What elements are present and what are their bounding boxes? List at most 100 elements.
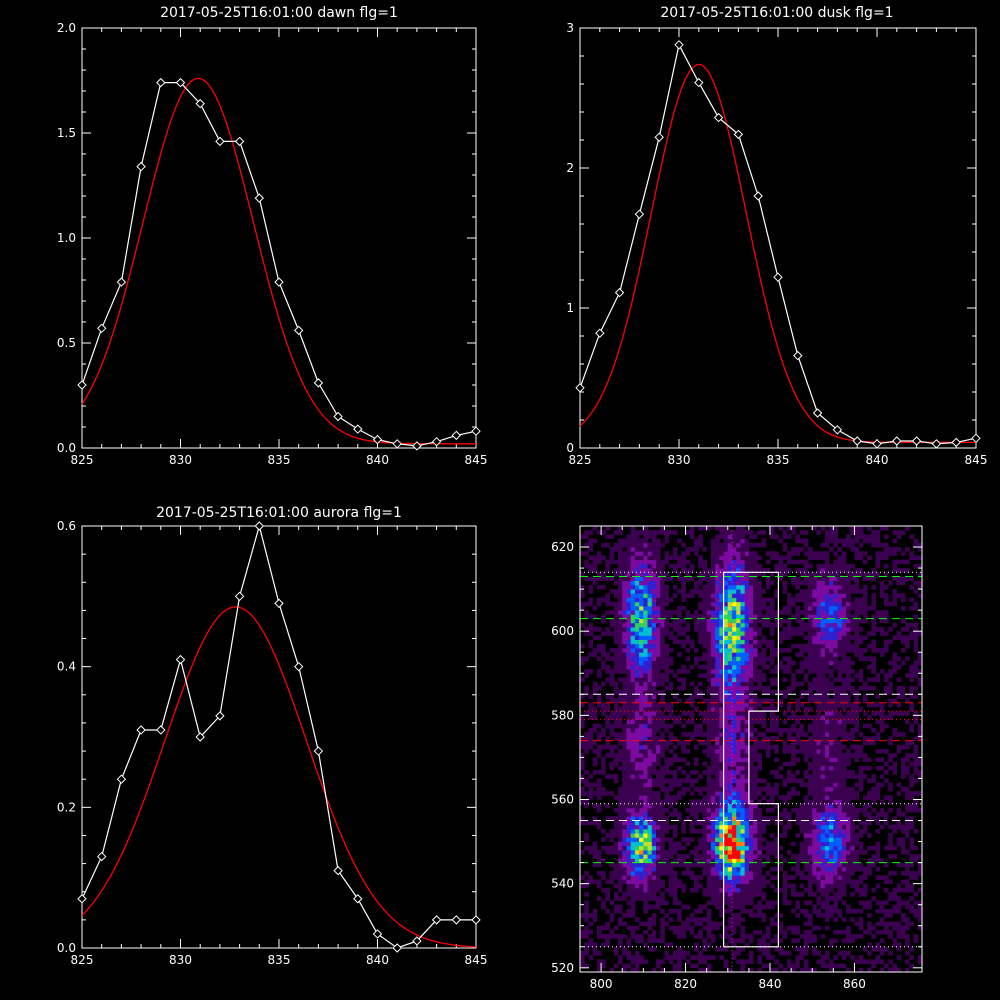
image-pixel xyxy=(786,626,792,632)
image-pixel xyxy=(639,555,644,561)
dusk-data-point xyxy=(832,425,843,435)
image-pixel xyxy=(605,803,610,809)
image-pixel xyxy=(694,879,699,885)
image-pixel xyxy=(829,626,834,632)
dawn-xtick-label: 845 xyxy=(465,453,488,467)
image-pixel xyxy=(744,774,750,779)
image-pixel xyxy=(850,955,855,960)
image-pixel xyxy=(824,706,830,712)
image-pixel xyxy=(710,887,716,893)
image-pixel xyxy=(630,711,636,716)
image-pixel xyxy=(748,828,754,834)
image-pixel xyxy=(841,879,847,885)
image-pixel xyxy=(833,698,838,704)
image-pixel xyxy=(656,681,661,687)
image-pixel xyxy=(824,618,830,624)
image-pixel xyxy=(622,656,627,662)
image-pixel xyxy=(698,589,703,594)
image-pixel xyxy=(820,727,826,733)
image-pixel xyxy=(732,580,737,586)
image-pixel xyxy=(808,669,813,674)
image-pixel xyxy=(715,824,720,830)
image-pixel xyxy=(622,597,627,603)
image-pixel xyxy=(651,816,657,821)
image-pixel xyxy=(719,593,724,598)
image-pixel xyxy=(744,883,750,889)
image-pixel xyxy=(630,883,636,889)
image-pixel xyxy=(656,589,661,594)
image-pixel xyxy=(685,740,691,746)
image-pixel xyxy=(689,929,695,935)
image-pixel xyxy=(846,866,851,872)
image-pixel xyxy=(656,723,661,729)
image-pixel xyxy=(630,635,636,641)
image-pixel xyxy=(630,631,636,636)
image-pixel xyxy=(715,757,720,763)
image-pixel xyxy=(634,542,640,548)
image-pixel xyxy=(846,879,851,885)
image-pixel xyxy=(694,706,699,712)
image-pixel xyxy=(651,643,657,649)
image-pixel xyxy=(812,795,817,800)
image-pixel xyxy=(812,614,817,619)
image-pixel xyxy=(812,744,817,750)
image-pixel xyxy=(643,681,648,687)
image-pixel xyxy=(651,652,657,657)
image-pixel xyxy=(596,669,602,674)
image-pixel xyxy=(824,698,830,704)
image-pixel xyxy=(634,660,640,666)
image-pixel xyxy=(647,795,653,800)
image-pixel xyxy=(816,635,822,641)
image-pixel xyxy=(824,807,830,813)
image-pixel xyxy=(626,610,632,615)
image-pixel xyxy=(660,799,665,805)
image-pixel xyxy=(605,719,610,725)
image-pixel xyxy=(740,946,746,952)
image-pixel xyxy=(698,740,703,746)
image-pixel xyxy=(765,904,771,910)
image-pixel xyxy=(808,934,813,939)
image-pixel xyxy=(808,572,813,577)
image-pixel xyxy=(622,614,627,619)
image-pixel xyxy=(786,875,792,880)
image-pixel xyxy=(618,837,623,842)
image-pixel xyxy=(639,652,644,657)
image-pixel xyxy=(761,942,767,948)
image-pixel xyxy=(677,719,682,725)
image-pixel xyxy=(626,900,632,906)
image-pixel xyxy=(770,702,775,708)
image-pixel xyxy=(846,816,851,821)
aurora-data-point xyxy=(234,591,245,602)
image-pixel xyxy=(816,694,822,699)
image-pixel xyxy=(626,677,632,683)
image-pixel xyxy=(622,849,627,855)
image-pixel xyxy=(706,660,712,666)
image-pixel xyxy=(786,849,792,855)
image-pixel xyxy=(846,614,851,619)
image-pixel xyxy=(685,921,691,927)
image-pixel xyxy=(833,694,838,699)
image-pixel xyxy=(803,706,809,712)
image-pixel xyxy=(736,913,741,918)
image-pixel xyxy=(744,648,750,653)
image-pixel xyxy=(770,900,775,906)
image-pixel xyxy=(736,580,741,586)
image-pixel xyxy=(710,719,716,725)
image-pixel xyxy=(736,702,741,708)
image-pixel xyxy=(706,601,712,607)
image-pixel xyxy=(782,812,788,817)
image-pixel xyxy=(681,584,686,590)
image-pixel xyxy=(744,690,750,695)
image-pixel xyxy=(740,841,746,847)
image-pixel xyxy=(812,555,817,561)
image-pixel xyxy=(803,753,809,758)
image-pixel xyxy=(656,542,661,548)
image-pixel xyxy=(732,694,737,699)
image-pixel xyxy=(740,711,746,716)
image-pixel xyxy=(795,963,800,969)
image-pixel xyxy=(634,534,640,540)
image-pixel xyxy=(668,648,674,653)
image-pixel xyxy=(740,643,746,649)
image-pixel xyxy=(824,925,830,931)
image-pixel xyxy=(761,854,767,859)
